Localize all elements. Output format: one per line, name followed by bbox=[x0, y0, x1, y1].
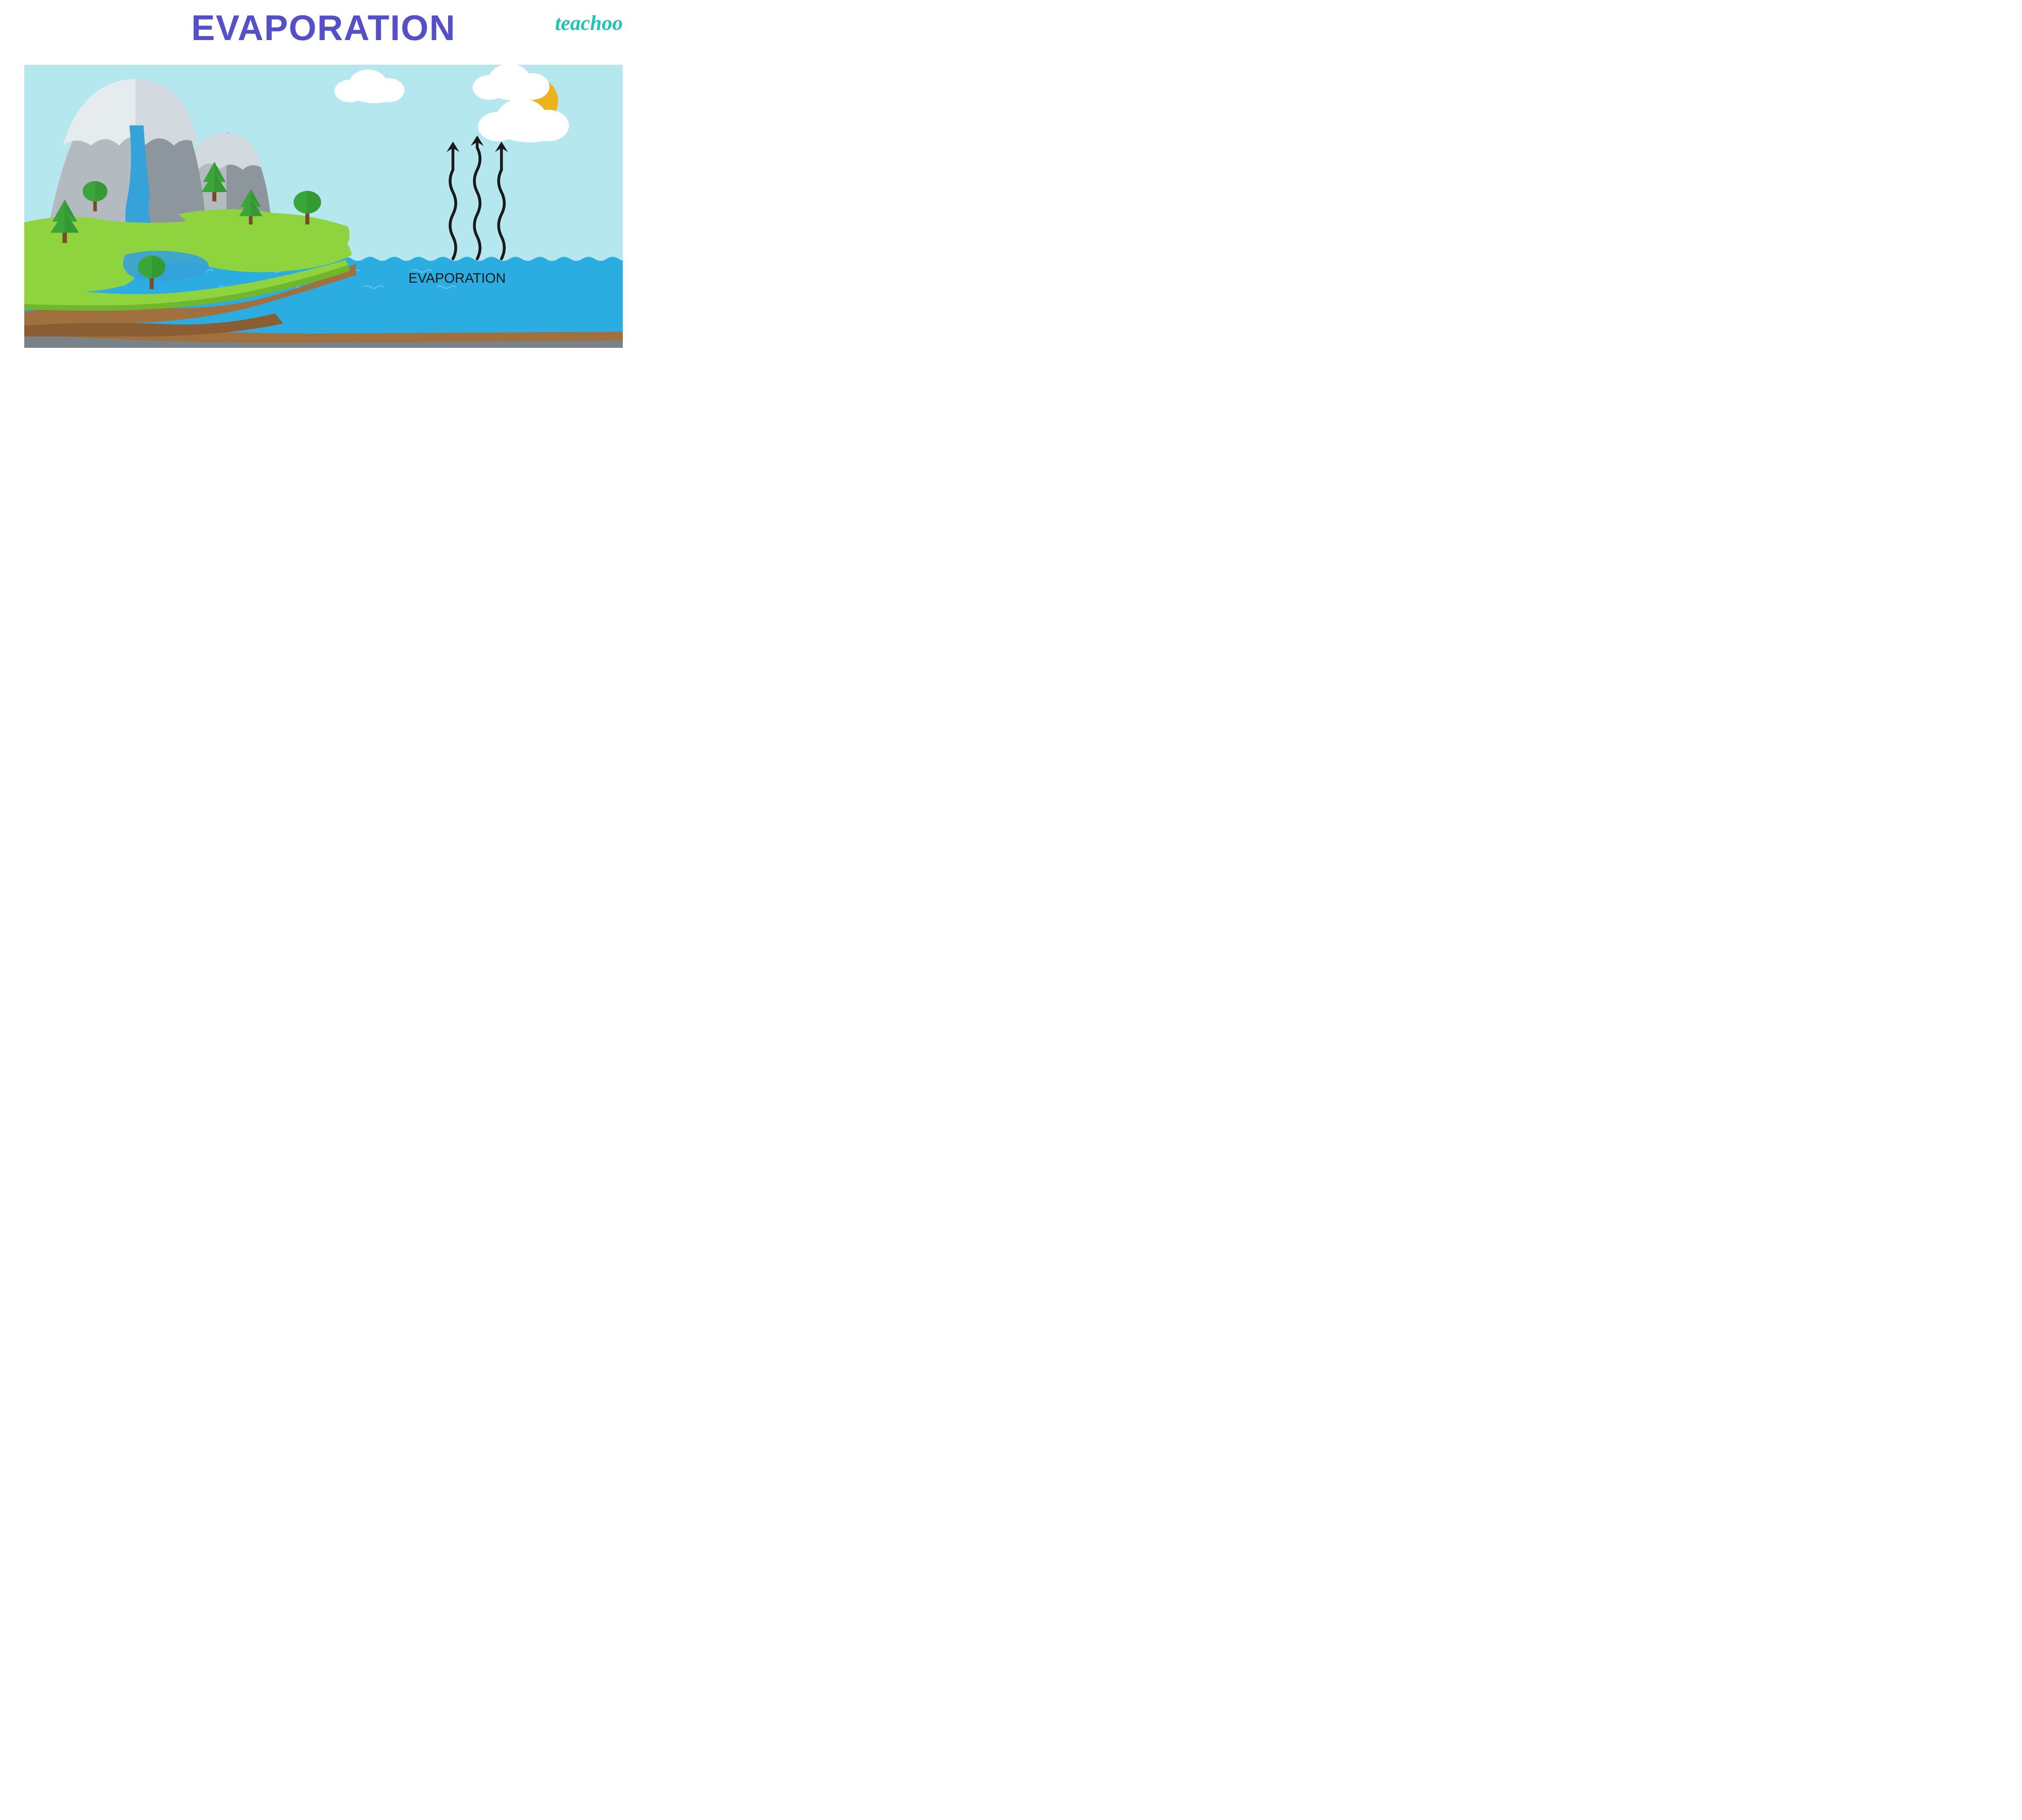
page-title: EVAPORATION bbox=[191, 7, 456, 49]
brand-logo: teachoo bbox=[555, 11, 623, 35]
svg-text:EVAPORATION: EVAPORATION bbox=[408, 271, 506, 286]
evaporation-diagram: EVAPORATION bbox=[24, 65, 623, 348]
